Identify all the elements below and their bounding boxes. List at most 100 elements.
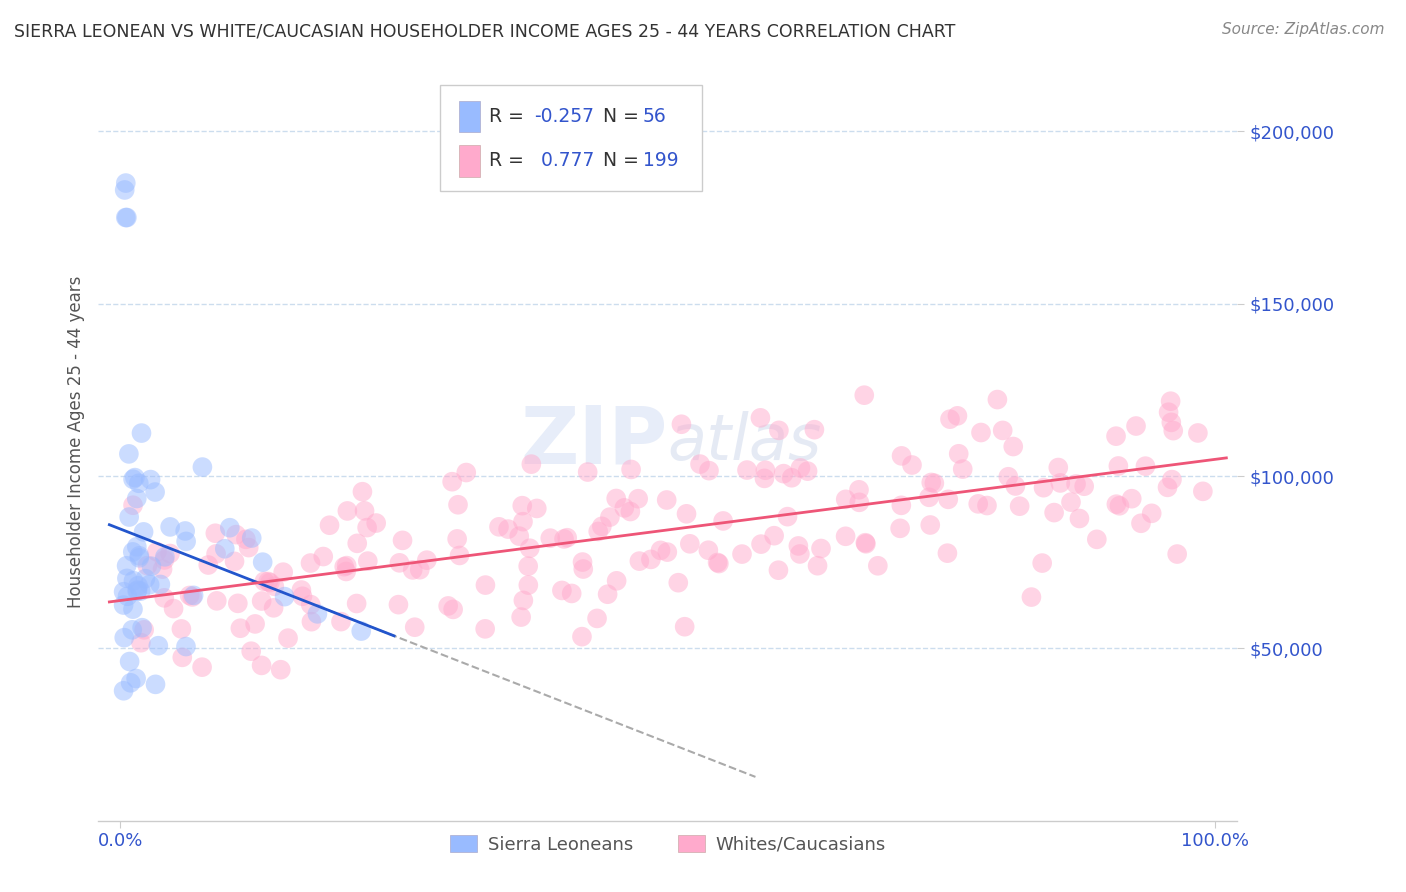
Point [939,412,962,426]
Point [277,631,299,645]
Point [404,620,426,634]
Point [605,491,627,506]
Point [270,663,292,677]
Point [707,557,730,571]
Point [336,504,359,518]
Point [976,499,998,513]
Point [226,596,249,610]
Point [986,392,1008,407]
Point [1161,473,1184,487]
Point [447,498,470,512]
Point [508,529,530,543]
Point [613,500,636,515]
Point [128,476,150,491]
Point [1105,497,1128,511]
Text: 56: 56 [643,107,666,126]
Point [1043,506,1066,520]
Point [118,447,141,461]
Text: ZIP: ZIP [520,402,668,481]
Point [671,417,693,432]
Point [153,553,176,567]
Point [512,593,534,607]
Point [179,589,201,603]
Point [191,460,214,475]
Text: Source: ZipAtlas.com: Source: ZipAtlas.com [1222,22,1385,37]
Point [754,463,776,477]
Point [259,575,281,590]
Point [1060,495,1083,509]
Point [118,655,141,669]
Point [517,559,540,574]
Point [848,483,870,497]
Point [149,577,172,591]
Point [1130,516,1153,531]
Point [510,499,533,513]
Point [335,565,357,579]
Point [128,549,150,563]
Point [946,409,969,423]
Point [346,536,368,550]
Point [336,558,359,573]
Point [174,524,197,538]
Point [1192,484,1215,499]
Text: 0.777: 0.777 [534,152,593,170]
Point [855,537,877,551]
Point [520,457,543,471]
Point [366,516,388,530]
Point [172,650,194,665]
Point [416,553,439,567]
Point [290,582,312,597]
Text: -0.257: -0.257 [534,107,595,126]
Text: N =: N = [603,152,638,170]
Point [586,611,609,625]
Point [446,532,468,546]
Point [136,558,159,573]
Point [657,545,679,559]
Point [114,176,136,190]
Point [240,644,263,658]
Point [456,466,478,480]
Point [675,507,697,521]
Point [553,532,575,546]
Point [307,607,329,621]
Point [789,547,811,561]
Bar [460,145,479,177]
Point [352,484,374,499]
Point [1085,533,1108,547]
Point [997,469,1019,483]
Point [356,520,378,534]
Point [148,639,170,653]
Point [250,658,273,673]
Point [122,602,145,616]
Point [866,558,889,573]
Point [350,624,373,639]
Point [112,631,135,645]
Point [1187,425,1209,440]
Point [679,537,702,551]
Point [441,602,464,616]
Point [218,521,240,535]
Point [853,535,876,549]
Point [474,578,496,592]
Point [787,539,810,553]
Point [205,547,228,561]
Point [191,660,214,674]
Point [181,590,204,604]
Point [596,587,619,601]
Point [122,574,145,588]
Point [153,549,176,564]
Point [112,584,135,599]
Point [330,615,353,629]
Point [139,473,162,487]
Point [117,589,139,603]
Point [441,475,464,489]
Text: R =: R = [489,152,530,170]
Point [129,584,152,599]
Point [145,677,167,691]
Point [159,547,181,561]
Point [697,543,720,558]
Point [299,556,322,570]
Point [353,504,375,518]
Point [620,462,643,476]
Point [1140,506,1163,520]
